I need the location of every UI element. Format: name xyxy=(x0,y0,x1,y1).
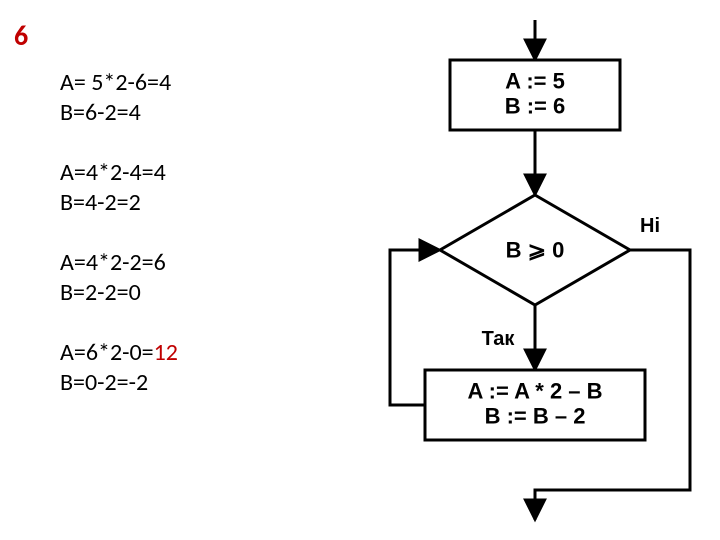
trace-line: A= 5*2-6=4 xyxy=(60,68,178,98)
slide-number: 6 xyxy=(14,18,28,53)
svg-text:B := B – 2: B := B – 2 xyxy=(485,404,586,429)
trace-group: A=6*2-0=12 B=0-2=-2 xyxy=(60,338,178,398)
trace-line: B=0-2=-2 xyxy=(60,368,178,398)
trace-group: A= 5*2-6=4 B=6-2=4 xyxy=(60,68,178,128)
trace-line: B=6-2=4 xyxy=(60,98,178,128)
svg-text:A := 5: A := 5 xyxy=(505,68,565,93)
trace-block: A= 5*2-6=4 B=6-2=4 A=4*2-4=4 B=4-2=2 A=4… xyxy=(60,68,178,428)
trace-line: A=4*2-2=6 xyxy=(60,248,178,278)
trace-line: B=4-2=2 xyxy=(60,188,178,218)
flowchart: Так Ні A := 5B := 6 B ⩾ 0 A := A * 2 – BB :=… xyxy=(370,10,710,530)
trace-text: A=6*2-0= xyxy=(60,338,154,367)
svg-text:Ні: Ні xyxy=(640,215,660,237)
svg-text:Так: Так xyxy=(482,328,516,350)
svg-text:A := A * 2 – B: A := A * 2 – B xyxy=(467,378,602,403)
svg-text:B ⩾ 0: B ⩾ 0 xyxy=(506,238,565,263)
trace-line: A=6*2-0=12 xyxy=(60,338,178,368)
trace-line: A=4*2-4=4 xyxy=(60,158,178,188)
trace-line: B=2-2=0 xyxy=(60,278,178,308)
trace-highlight: 12 xyxy=(154,338,178,367)
trace-group: A=4*2-4=4 B=4-2=2 xyxy=(60,158,178,218)
trace-group: A=4*2-2=6 B=2-2=0 xyxy=(60,248,178,308)
svg-text:B := 6: B := 6 xyxy=(505,94,566,119)
